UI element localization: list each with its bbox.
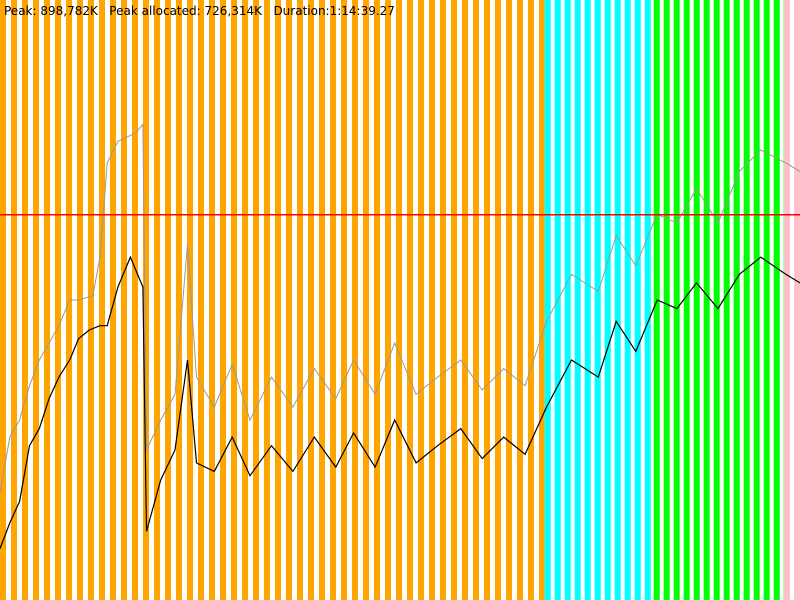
phase-band-1 xyxy=(242,0,248,600)
phase-band-3 xyxy=(763,0,770,600)
header-stats: Peak: 898,782K Peak allocated: 726,314K … xyxy=(4,4,395,18)
phase-band-3 xyxy=(703,0,710,600)
duration-label: Duration:1:14:39.27 xyxy=(273,4,395,18)
phase-band-2 xyxy=(604,0,611,600)
heap-series-line xyxy=(0,122,800,493)
phase-band-1 xyxy=(352,0,358,600)
phase-band-3 xyxy=(693,0,700,600)
phase-band-1 xyxy=(429,0,435,600)
phase-band-1 xyxy=(495,0,501,600)
phase-band-1 xyxy=(462,0,468,600)
phase-band-1 xyxy=(44,0,50,600)
phase-band-1 xyxy=(99,0,105,600)
phase-band-3 xyxy=(673,0,680,600)
phase-band-1 xyxy=(517,0,523,600)
phase-band-1 xyxy=(231,0,237,600)
phase-band-1 xyxy=(209,0,215,600)
phase-band-1 xyxy=(363,0,369,600)
phase-band-1 xyxy=(264,0,270,600)
phase-band-1 xyxy=(198,0,204,600)
phase-band-1 xyxy=(220,0,226,600)
phase-band-1 xyxy=(187,0,193,600)
phase-band-3 xyxy=(773,0,780,600)
phase-band-1 xyxy=(165,0,171,600)
phase-band-1 xyxy=(308,0,314,600)
phase-band-1 xyxy=(121,0,127,600)
allocated-series-line xyxy=(0,255,800,549)
phase-band-1 xyxy=(286,0,292,600)
phase-band-1 xyxy=(396,0,402,600)
phase-band-1 xyxy=(440,0,446,600)
phase-band-1 xyxy=(341,0,347,600)
phase-band-3 xyxy=(743,0,750,600)
phase-band-1 xyxy=(385,0,391,600)
phase-band-1 xyxy=(451,0,457,600)
phase-band-3 xyxy=(723,0,730,600)
phase-band-2 xyxy=(624,0,631,600)
phase-band-1 xyxy=(275,0,281,600)
peak-label: Peak: 898,782K xyxy=(4,4,98,18)
phase-band-1 xyxy=(484,0,490,600)
phase-band-3 xyxy=(733,0,740,600)
phase-band-2 xyxy=(634,0,641,600)
phase-band-2 xyxy=(564,0,571,600)
phase-band-1 xyxy=(0,0,6,600)
phase-band-1 xyxy=(66,0,72,600)
phase-band-1 xyxy=(473,0,479,600)
phase-band-2 xyxy=(614,0,621,600)
phase-band-2 xyxy=(584,0,591,600)
series-lines xyxy=(0,122,800,549)
phase-band-1 xyxy=(539,0,545,600)
phase-band-2 xyxy=(594,0,601,600)
phase-band-1 xyxy=(319,0,325,600)
phase-band-1 xyxy=(11,0,17,600)
phase-band-1 xyxy=(55,0,61,600)
phase-band-3 xyxy=(663,0,670,600)
phase-band-3 xyxy=(753,0,760,600)
phase-band-1 xyxy=(88,0,94,600)
phase-band-1 xyxy=(143,0,149,600)
phase-band-3 xyxy=(683,0,690,600)
phase-band-1 xyxy=(132,0,138,600)
phase-band-1 xyxy=(176,0,182,600)
phase-band-1 xyxy=(506,0,512,600)
phase-band-2 xyxy=(544,0,551,600)
phase-band-1 xyxy=(22,0,28,600)
phase-band-1 xyxy=(374,0,380,600)
phase-band-1 xyxy=(407,0,413,600)
phase-band-4 xyxy=(794,0,800,600)
phase-band-1 xyxy=(253,0,259,600)
phase-band-1 xyxy=(33,0,39,600)
peak-allocated-label: Peak allocated: 726,314K xyxy=(109,4,262,18)
phase-band-1 xyxy=(330,0,336,600)
phase-band-2 xyxy=(644,0,651,600)
phase-band-3 xyxy=(713,0,720,600)
phase-band-1 xyxy=(297,0,303,600)
phase-band-1 xyxy=(110,0,116,600)
phase-band-4 xyxy=(784,0,791,600)
phase-band-1 xyxy=(418,0,424,600)
phase-band-2 xyxy=(574,0,581,600)
phase-band-1 xyxy=(528,0,534,600)
phase-band-1 xyxy=(154,0,160,600)
